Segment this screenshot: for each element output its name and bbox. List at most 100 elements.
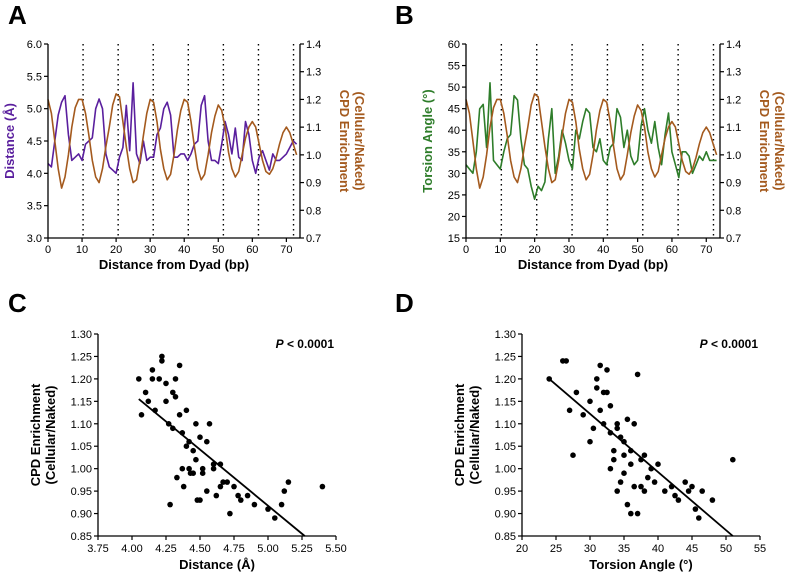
p0-xtick-label-1: 10 bbox=[76, 244, 88, 256]
p3-point-37 bbox=[641, 488, 648, 494]
p2-point-2 bbox=[142, 389, 149, 396]
p3-point-29 bbox=[628, 510, 634, 517]
p2-ytick-label-3: 1.00 bbox=[71, 464, 92, 476]
p2-point-45 bbox=[235, 492, 241, 499]
p2-point-31 bbox=[199, 470, 206, 477]
p2-point-53 bbox=[285, 479, 292, 485]
p2-point-1 bbox=[138, 412, 145, 418]
p3-point-13 bbox=[600, 421, 607, 427]
panel-letter-c: C bbox=[8, 288, 27, 318]
p3-point-42 bbox=[662, 488, 668, 494]
p3-xtick-label-3: 35 bbox=[618, 543, 630, 555]
p0-xtick-label-0: 0 bbox=[45, 244, 51, 256]
p3-xlabel: Torsion Angle (°) bbox=[589, 557, 692, 572]
p0-ltick-label-0: 3.0 bbox=[27, 233, 42, 245]
p3-point-18 bbox=[611, 447, 617, 454]
p3-point-9 bbox=[594, 385, 600, 391]
p1-ltick-label-6: 45 bbox=[448, 104, 460, 116]
p2-point-28 bbox=[193, 421, 199, 427]
p0-rtick-label-5: 1.2 bbox=[306, 94, 321, 106]
p3-xtick-label-0: 20 bbox=[516, 543, 528, 555]
p3-ytick-label-9: 1.30 bbox=[495, 329, 516, 341]
p0-rtick-label-3: 1.0 bbox=[306, 150, 321, 162]
p3-ytick-label-6: 1.15 bbox=[495, 396, 516, 408]
p2-xtick-label-3: 4.50 bbox=[189, 543, 210, 555]
p2-point-17 bbox=[176, 362, 183, 369]
p2-point-9 bbox=[159, 353, 165, 360]
p3-point-32 bbox=[634, 510, 641, 517]
p2-point-56 bbox=[174, 474, 180, 481]
p1-rtick-label-6: 1.3 bbox=[726, 67, 741, 79]
p3-point-26 bbox=[624, 416, 631, 423]
p3-point-49 bbox=[692, 506, 699, 512]
p2-point-30 bbox=[197, 434, 203, 441]
p2-point-55 bbox=[167, 501, 173, 508]
p0-ltick-label-1: 3.5 bbox=[27, 201, 42, 213]
p2-pvalue-rest: < 0.0001 bbox=[284, 337, 335, 351]
p3-point-7 bbox=[587, 398, 593, 405]
p1-rtick-label-1: 0.8 bbox=[726, 205, 741, 217]
p3-point-52 bbox=[709, 497, 716, 503]
p0-xtick-label-2: 20 bbox=[110, 244, 122, 256]
p2-pvalue-annotation: P < 0.0001 bbox=[276, 337, 335, 351]
p0-rtick-label-4: 1.1 bbox=[306, 122, 321, 134]
p3-ytick-label-4: 1.05 bbox=[495, 441, 516, 453]
p2-point-34 bbox=[204, 488, 210, 494]
p2-point-22 bbox=[183, 443, 190, 450]
p1-xtick-label-1: 10 bbox=[494, 244, 506, 256]
p3-pvalue-p: P bbox=[700, 337, 709, 351]
p2-point-20 bbox=[179, 430, 186, 436]
p3-point-28 bbox=[628, 461, 634, 468]
p2-point-8 bbox=[159, 358, 165, 364]
p2-ytick-label-6: 1.15 bbox=[71, 396, 92, 408]
p3-point-51 bbox=[699, 488, 705, 494]
p0-rtick-label-0: 0.7 bbox=[306, 233, 321, 245]
p1-ltick-label-8: 55 bbox=[448, 61, 460, 73]
p2-point-50 bbox=[272, 515, 278, 521]
p2-point-13 bbox=[170, 425, 176, 432]
p2-point-3 bbox=[145, 398, 152, 405]
p3-point-2 bbox=[563, 358, 569, 364]
p3-point-15 bbox=[604, 389, 610, 396]
p3-ylabel-line-0: CPD Enrichment bbox=[452, 383, 467, 486]
p3-point-56 bbox=[607, 403, 614, 409]
p0-series-1-line bbox=[47, 93, 298, 189]
p1-ltick-label-0: 15 bbox=[448, 233, 460, 245]
p3-point-47 bbox=[685, 488, 692, 494]
p2-point-37 bbox=[210, 461, 217, 468]
p1-ltick-label-3: 30 bbox=[448, 168, 460, 180]
p1-rtick-label-3: 1.0 bbox=[726, 150, 741, 162]
p2-point-32 bbox=[199, 465, 206, 472]
p3-point-10 bbox=[594, 376, 600, 382]
p0-xlabel: Distance from Dyad (bp) bbox=[99, 257, 249, 272]
p2-point-41 bbox=[220, 479, 226, 485]
p2-point-59 bbox=[194, 497, 201, 503]
p2-ytick-label-5: 1.10 bbox=[71, 419, 92, 431]
p2-point-58 bbox=[187, 470, 194, 477]
p2-point-0 bbox=[136, 376, 142, 382]
p2-point-46 bbox=[238, 497, 244, 503]
p3-point-38 bbox=[645, 474, 651, 481]
p0-xtick-label-4: 40 bbox=[178, 244, 190, 256]
p2-point-19 bbox=[179, 465, 186, 472]
p3-point-34 bbox=[638, 456, 644, 463]
p3-xtick-label-5: 45 bbox=[686, 543, 698, 555]
p0-rtick-label-6: 1.3 bbox=[306, 67, 321, 79]
p1-ltick-label-1: 20 bbox=[448, 211, 460, 223]
p0-xtick-label-7: 70 bbox=[280, 244, 292, 256]
p2-point-52 bbox=[281, 488, 288, 494]
p3-point-0 bbox=[546, 376, 552, 382]
p2-xtick-label-4: 4.75 bbox=[223, 543, 244, 555]
p2-point-23 bbox=[186, 438, 192, 445]
p0-ltick-label-4: 5.0 bbox=[27, 104, 42, 116]
p2-point-5 bbox=[149, 367, 156, 373]
p1-xtick-label-2: 20 bbox=[529, 244, 541, 256]
p1-ltick-label-9: 60 bbox=[448, 39, 460, 51]
p1-ltick-label-5: 40 bbox=[448, 125, 460, 137]
p0-ltick-label-5: 5.5 bbox=[27, 71, 42, 83]
p3-point-43 bbox=[668, 483, 675, 490]
p3-ytick-label-1: 0.90 bbox=[495, 509, 516, 521]
p3-point-4 bbox=[570, 452, 576, 459]
p2-point-38 bbox=[213, 492, 220, 499]
p2-point-6 bbox=[152, 407, 158, 414]
